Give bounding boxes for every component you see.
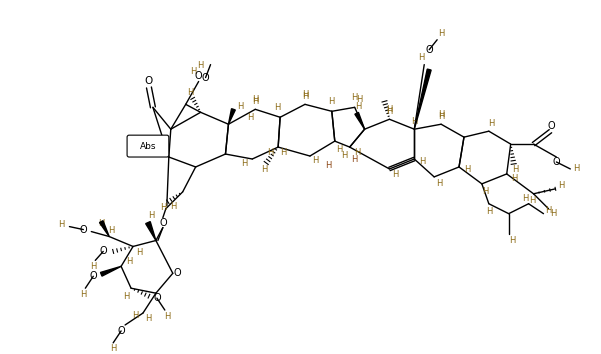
Text: H: H: [386, 107, 392, 116]
Text: O: O: [99, 246, 107, 256]
Text: H: H: [98, 219, 105, 228]
Text: H: H: [188, 88, 194, 97]
Text: O: O: [79, 224, 87, 235]
Text: H: H: [341, 150, 348, 160]
Polygon shape: [100, 266, 121, 276]
Text: O: O: [145, 76, 153, 86]
Text: O: O: [159, 218, 166, 228]
Polygon shape: [228, 109, 236, 124]
Text: H: H: [191, 67, 197, 76]
Text: H: H: [302, 92, 308, 101]
Text: H: H: [312, 156, 318, 166]
Polygon shape: [414, 69, 431, 129]
Text: H: H: [355, 102, 362, 111]
Text: H: H: [438, 29, 444, 38]
Text: H: H: [252, 95, 258, 104]
Text: O: O: [202, 73, 209, 82]
Text: H: H: [198, 61, 204, 70]
Text: H: H: [522, 194, 529, 203]
Text: H: H: [90, 262, 97, 271]
Text: H: H: [419, 158, 426, 166]
Text: H: H: [148, 211, 154, 220]
FancyBboxPatch shape: [127, 135, 169, 157]
Text: O: O: [195, 70, 203, 80]
Text: H: H: [464, 165, 470, 175]
Text: H: H: [58, 220, 65, 229]
Text: H: H: [558, 181, 564, 190]
Text: H: H: [160, 203, 166, 212]
Text: H: H: [136, 248, 142, 257]
Text: O: O: [426, 45, 433, 55]
Text: H: H: [325, 161, 331, 171]
Text: H: H: [126, 257, 132, 266]
Text: H: H: [261, 165, 267, 175]
Text: H: H: [108, 226, 114, 235]
Text: H: H: [486, 207, 492, 216]
Text: O: O: [117, 326, 125, 336]
Text: H: H: [252, 97, 258, 106]
Text: H: H: [241, 160, 248, 169]
Text: Abs: Abs: [139, 142, 156, 150]
Text: H: H: [545, 206, 552, 215]
Text: H: H: [438, 112, 444, 121]
Text: H: H: [356, 95, 363, 104]
Text: H: H: [352, 93, 358, 102]
Text: H: H: [438, 110, 444, 119]
Text: O: O: [174, 268, 182, 278]
Text: H: H: [337, 144, 343, 154]
Text: H: H: [411, 117, 418, 126]
Text: H: H: [247, 113, 254, 122]
Text: H: H: [352, 154, 358, 164]
Text: H: H: [573, 165, 579, 173]
Text: H: H: [551, 209, 557, 218]
Text: H: H: [110, 344, 117, 353]
Text: H: H: [171, 202, 177, 211]
Text: H: H: [386, 105, 392, 114]
Text: H: H: [436, 179, 442, 188]
Polygon shape: [145, 222, 156, 240]
Text: H: H: [123, 292, 129, 301]
Text: H: H: [132, 310, 138, 320]
Text: H: H: [302, 90, 308, 99]
Text: O: O: [548, 121, 555, 131]
Text: O: O: [90, 271, 97, 281]
Text: H: H: [80, 290, 87, 299]
Text: H: H: [163, 312, 170, 320]
Text: H: H: [489, 119, 495, 128]
Text: H: H: [418, 53, 424, 62]
Text: O: O: [153, 293, 160, 303]
Text: H: H: [145, 314, 151, 322]
Text: H: H: [274, 103, 280, 112]
Text: H: H: [329, 97, 335, 106]
Text: H: H: [267, 148, 273, 156]
Polygon shape: [355, 113, 365, 129]
Text: H: H: [529, 196, 535, 205]
Text: H: H: [481, 187, 488, 196]
Text: H: H: [355, 148, 361, 156]
Text: H: H: [511, 175, 518, 183]
Polygon shape: [100, 221, 109, 236]
Text: H: H: [513, 165, 519, 175]
Text: O: O: [552, 157, 560, 167]
Text: H: H: [510, 236, 516, 245]
Text: H: H: [237, 102, 243, 111]
Text: H: H: [280, 148, 286, 156]
Text: H: H: [392, 170, 398, 179]
